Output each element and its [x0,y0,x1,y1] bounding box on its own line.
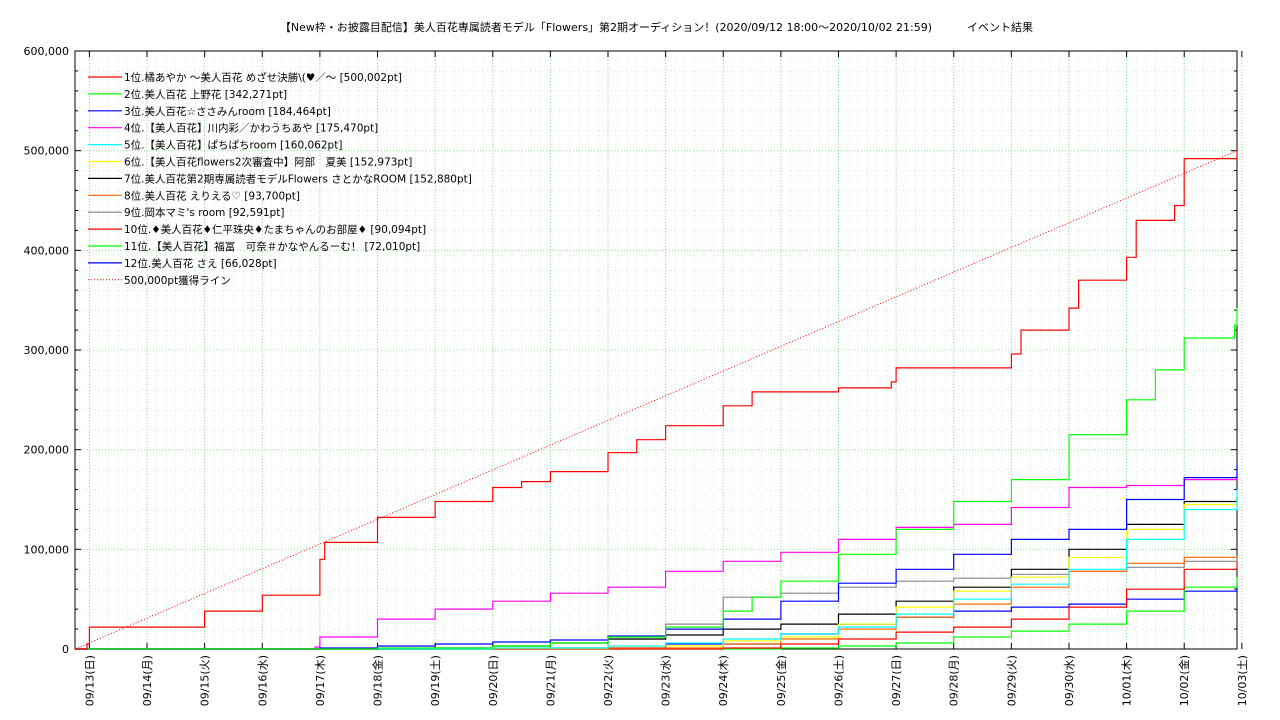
x-tick-label: 09/14(月) [141,655,154,706]
x-tick-label: 09/22(火) [602,655,615,706]
x-tick-label: 09/17(木) [314,655,327,706]
series-line-1 [75,150,1238,650]
x-tick-label: 10/03(土) [1236,655,1249,706]
x-tick-label: 09/26(土) [832,655,845,706]
legend-label: 8位.美人百花 えりえる♡ [93,700pt] [124,189,300,202]
y-tick-label: 500,000 [24,145,70,158]
x-tick-label: 09/29(火) [1005,655,1018,706]
series-layer [74,150,1238,650]
y-tick-label: 200,000 [24,444,70,457]
series-line-2 [75,307,1238,650]
series-line-5 [75,489,1238,650]
x-tick-label: 10/01(木) [1121,655,1134,706]
y-tick-label: 100,000 [24,543,70,556]
target-line [74,150,1238,650]
y-tick-label: 300,000 [24,344,70,357]
series-line-4 [75,474,1238,650]
chart-title: 【New枠・お披露目配信】美人百花専属読者モデル「Flowers」第2期オーディ… [280,20,932,34]
y-tick-label: 400,000 [24,244,70,257]
x-tick-label: 09/16(水) [256,655,269,706]
x-tick-label: 09/23(水) [660,655,673,706]
legend-label: 9位.岡本マミ's room [92,591pt] [124,206,284,219]
legend-label: 3位.美人百花☆ささみんroom [184,464pt] [124,105,331,118]
x-tick-label: 10/02(金) [1177,655,1191,706]
series-line-3 [75,465,1238,650]
legend-label: 500,000pt獲得ライン [124,274,231,287]
x-tick-label: 09/18(金) [371,655,385,706]
chart-subtitle: イベント結果 [967,20,1033,34]
x-tick-label: 09/24(木) [717,655,730,706]
legend-label: 11位.【美人百花】福冨 可奈＃かなやんるーむ！ [72,010pt] [124,240,420,253]
x-tick-label: 09/19(土) [429,655,442,706]
legend-label: 1位.橘あやか 〜美人百花 めざせ決勝\(♥／〜 [500,002pt] [124,71,402,84]
series-line-10 [75,559,1238,650]
legend: 1位.橘あやか 〜美人百花 めざせ決勝\(♥／〜 [500,002pt] 2位.美… [88,71,472,287]
x-tick-label: 09/30(水) [1063,655,1076,706]
series-line-11 [75,577,1238,650]
y-tick-label: 600,000 [24,45,70,58]
x-tick-label: 09/20(日) [487,655,500,706]
axis-layer: 09/13(日) 09/14(月) 09/15(火) 09/16(水) 09/17(木)… [24,45,1249,706]
x-tick-label: 09/28(月) [948,655,961,706]
y-tick-label: 0 [62,643,69,656]
legend-label: 10位.♦美人百花♦仁平珠央♦たまちゃんのお部屋♦ [90,094pt] [124,223,426,236]
legend-label: 6位.【美人百花flowers2次審査中】阿部 夏美 [152,973pt] [124,156,412,169]
legend-label: 5位.【美人百花】ぱちぱちroom [160,062pt] [124,139,342,152]
legend-label: 7位.美人百花第2期専属読者モデルFlowers さとかなROOM [152,8… [124,172,472,185]
legend-label: 2位.美人百花 上野花 [342,271pt] [124,88,287,101]
legend-label: 4位.【美人百花】川内彩／かわうちあや [175,470pt] [124,122,378,135]
x-tick-label: 09/13(日) [83,655,96,706]
x-tick-label: 09/15(火) [199,655,212,706]
legend-label: 12位.美人百花 さえ [66,028pt] [124,257,277,270]
x-tick-label: 09/21(月) [544,655,557,706]
x-tick-label: 09/25(金) [774,655,788,706]
x-tick-label: 09/27(日) [890,655,903,706]
